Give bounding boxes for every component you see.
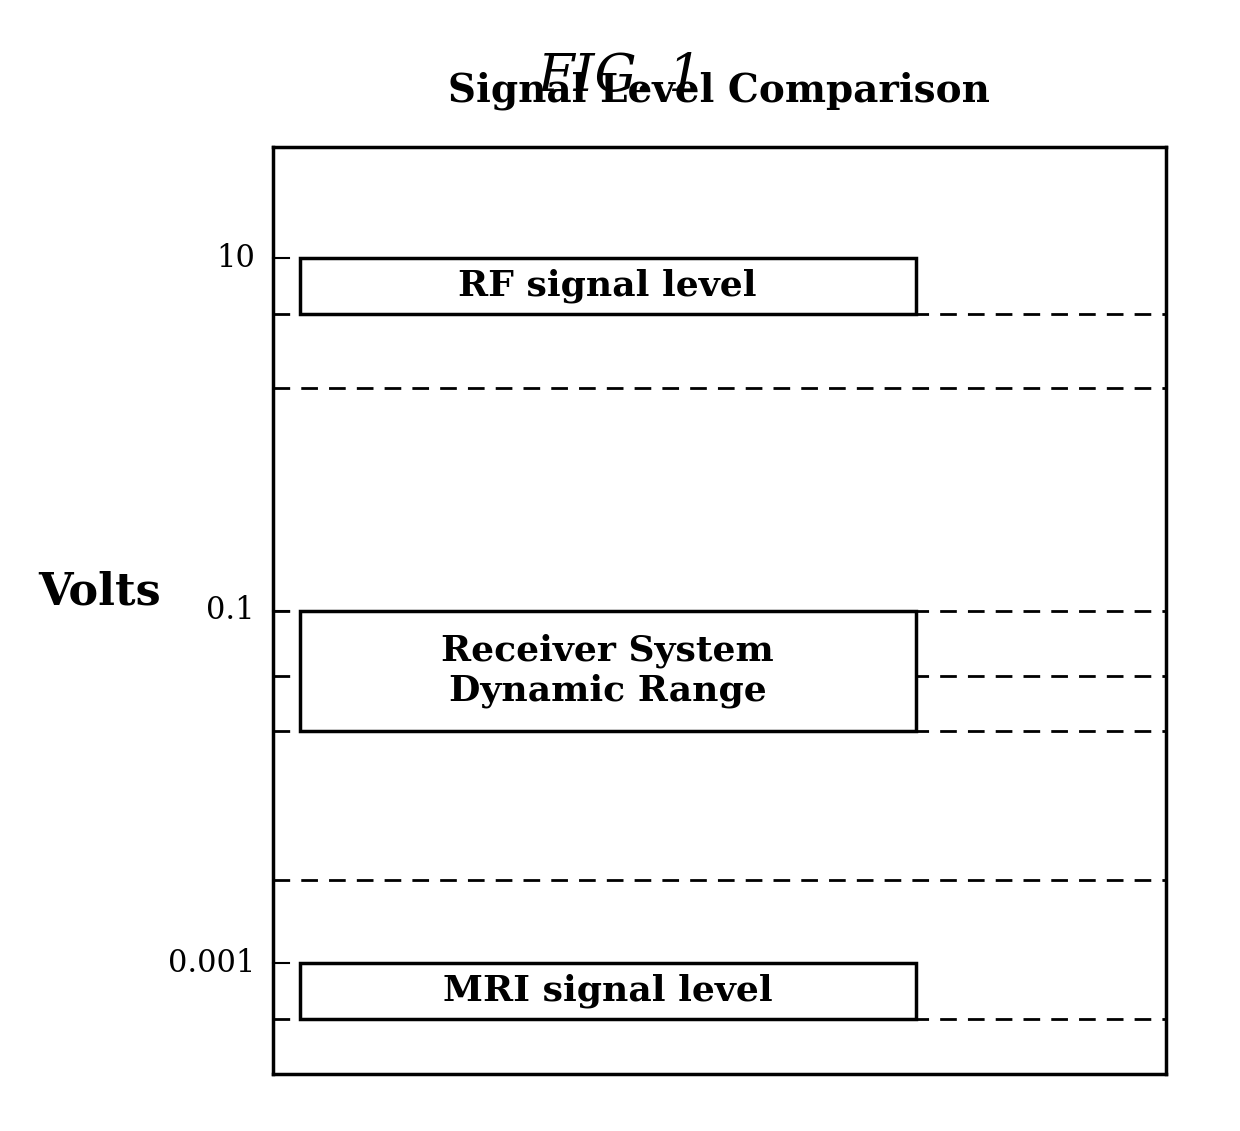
Text: FIG. 1: FIG. 1 [538,51,702,102]
Text: 0.1: 0.1 [206,595,255,627]
Bar [300,258,915,314]
Text: MRI signal level: MRI signal level [443,974,773,1008]
Bar [300,964,915,1019]
Text: Receiver System
Dynamic Range: Receiver System Dynamic Range [441,633,774,708]
Text: 10: 10 [216,243,255,274]
Bar [300,611,915,732]
Text: Volts: Volts [38,571,160,614]
Text: 0.001: 0.001 [167,948,255,978]
Text: RF signal level: RF signal level [459,269,756,303]
Text: Signal Level Comparison: Signal Level Comparison [449,71,990,110]
